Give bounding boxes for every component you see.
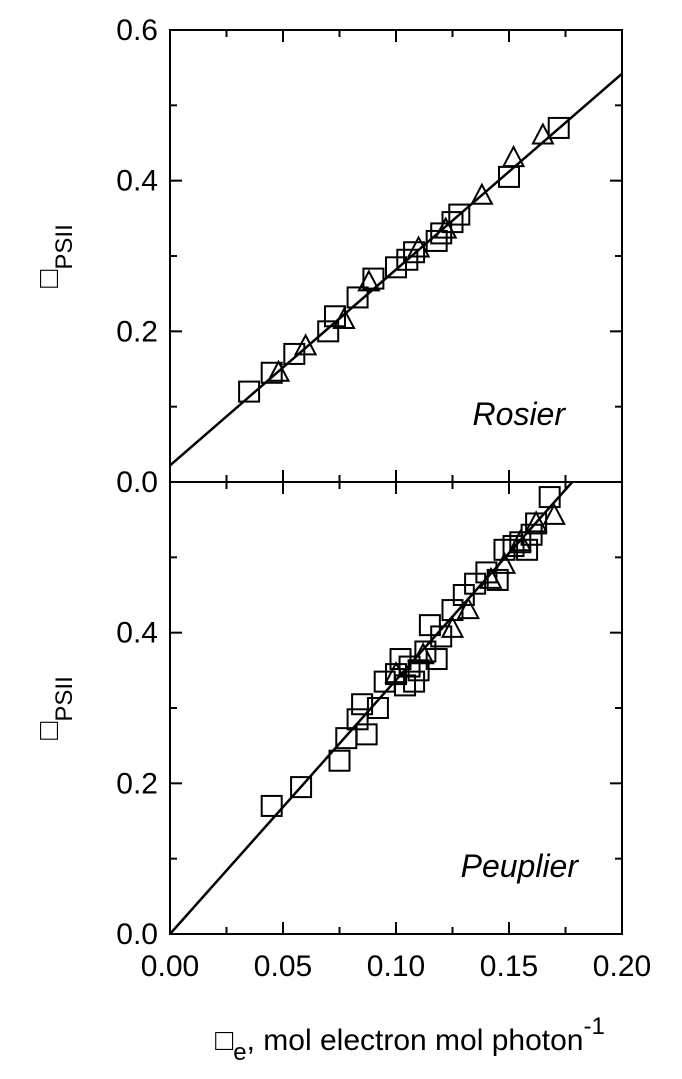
top-square-point [362, 267, 385, 290]
x-axis-text: , mol electron mol photon [247, 1024, 584, 1057]
top-y-tick-label: 0.0 [116, 466, 158, 499]
top-triangle-point [406, 235, 431, 258]
bottom-triangle-point [411, 642, 435, 665]
bottom-square-point [366, 697, 389, 719]
bottom-panel-label: Peuplier [461, 848, 580, 884]
top-square-point [385, 256, 407, 279]
top-y-tick-label: 0.4 [116, 165, 158, 198]
bottom-y-tick-label: 0.2 [116, 767, 158, 800]
top-square-point [430, 222, 453, 245]
top-fit-line [169, 72, 623, 467]
bottom-triangle-point [508, 529, 532, 552]
bottom-square-point [502, 535, 525, 558]
x-tick-label: 0.20 [593, 950, 651, 983]
bottom-square-point [407, 659, 430, 682]
bottom-square-point [290, 776, 313, 799]
top-triangle-point [293, 333, 318, 356]
top-square-point [448, 203, 471, 226]
bottom-square-point [418, 614, 441, 637]
bottom-square-point [538, 486, 561, 509]
bottom-y-tick-label: 0.4 [116, 617, 158, 650]
top-square-point [238, 380, 261, 403]
top-y-tick-label: 0.2 [116, 315, 158, 348]
bottom-triangle-point [479, 566, 503, 589]
top-y-axis-subscript: PSII [51, 224, 78, 269]
bottom-y-tick-label: 0.0 [116, 918, 158, 951]
bottom-square-point [328, 749, 351, 772]
x-tick-label: 0.00 [141, 950, 199, 983]
top-triangle-point [357, 269, 381, 292]
top-panel-label: Rosier [473, 396, 567, 432]
bottom-y-axis-subscript: PSII [51, 676, 78, 721]
top-square-point [547, 116, 570, 139]
top-points [169, 72, 623, 467]
bottom-ticks: 0.0 0.2 0.4 0.00 0.05 0.10 0.15 0.20 [116, 481, 651, 983]
top-triangle-point [434, 216, 458, 239]
bottom-square-point [351, 693, 374, 716]
bottom-square-point [355, 723, 378, 746]
bottom-points [169, 481, 574, 935]
top-ticks: 0.0 0.2 0.4 0.6 [116, 14, 623, 499]
top-square-point [425, 229, 448, 252]
top-y-axis-symbol: □ [32, 269, 65, 288]
bottom-square-point [486, 568, 509, 591]
top-triangle-point [332, 306, 356, 330]
x-axis-subscript: e [233, 1039, 246, 1066]
top-panel: 0.0 0.2 0.4 0.6 Rosier □PSII [32, 14, 623, 499]
top-square-point [396, 248, 419, 271]
bottom-square-point [452, 584, 475, 606]
svg-text:□PSII: □PSII [32, 224, 78, 287]
svg-text:□PSII: □PSII [32, 676, 78, 739]
bottom-panel: 0.0 0.2 0.4 0.00 0.05 0.10 0.15 0.20 Peuplier □… [32, 481, 651, 1066]
bottom-y-axis-symbol: □ [32, 721, 65, 740]
bottom-square-point [425, 648, 448, 671]
top-y-axis-title: □PSII [32, 224, 78, 287]
bottom-y-axis-title: □PSII [32, 676, 78, 739]
bottom-triangle-point [456, 596, 480, 620]
bottom-square-point [260, 794, 283, 817]
top-triangle-point [501, 144, 526, 168]
top-square-point [346, 286, 369, 309]
x-tick-label: 0.15 [480, 950, 538, 983]
x-tick-label: 0.10 [367, 950, 425, 983]
top-square-point [260, 361, 283, 384]
bottom-triangle-point [440, 615, 465, 638]
bottom-square-point [464, 572, 487, 595]
bottom-triangle-point [542, 502, 566, 525]
x-axis-symbol: □ [215, 1024, 234, 1057]
top-square-point [317, 320, 340, 343]
top-square-point [403, 241, 426, 264]
x-axis-superscript: -1 [583, 1013, 604, 1040]
x-axis-title: □e, mol electron mol photon-1 [215, 1013, 605, 1066]
bottom-square-point [414, 640, 437, 663]
x-tick-label: 0.05 [254, 950, 312, 983]
bottom-triangle-point [384, 660, 408, 684]
top-y-tick-label: 0.6 [116, 14, 158, 47]
top-triangle-point [531, 122, 555, 145]
top-triangle-point [470, 182, 494, 205]
bottom-triangle-point [492, 551, 517, 574]
top-triangle-point [266, 359, 291, 382]
bottom-triangle-point [524, 510, 548, 533]
